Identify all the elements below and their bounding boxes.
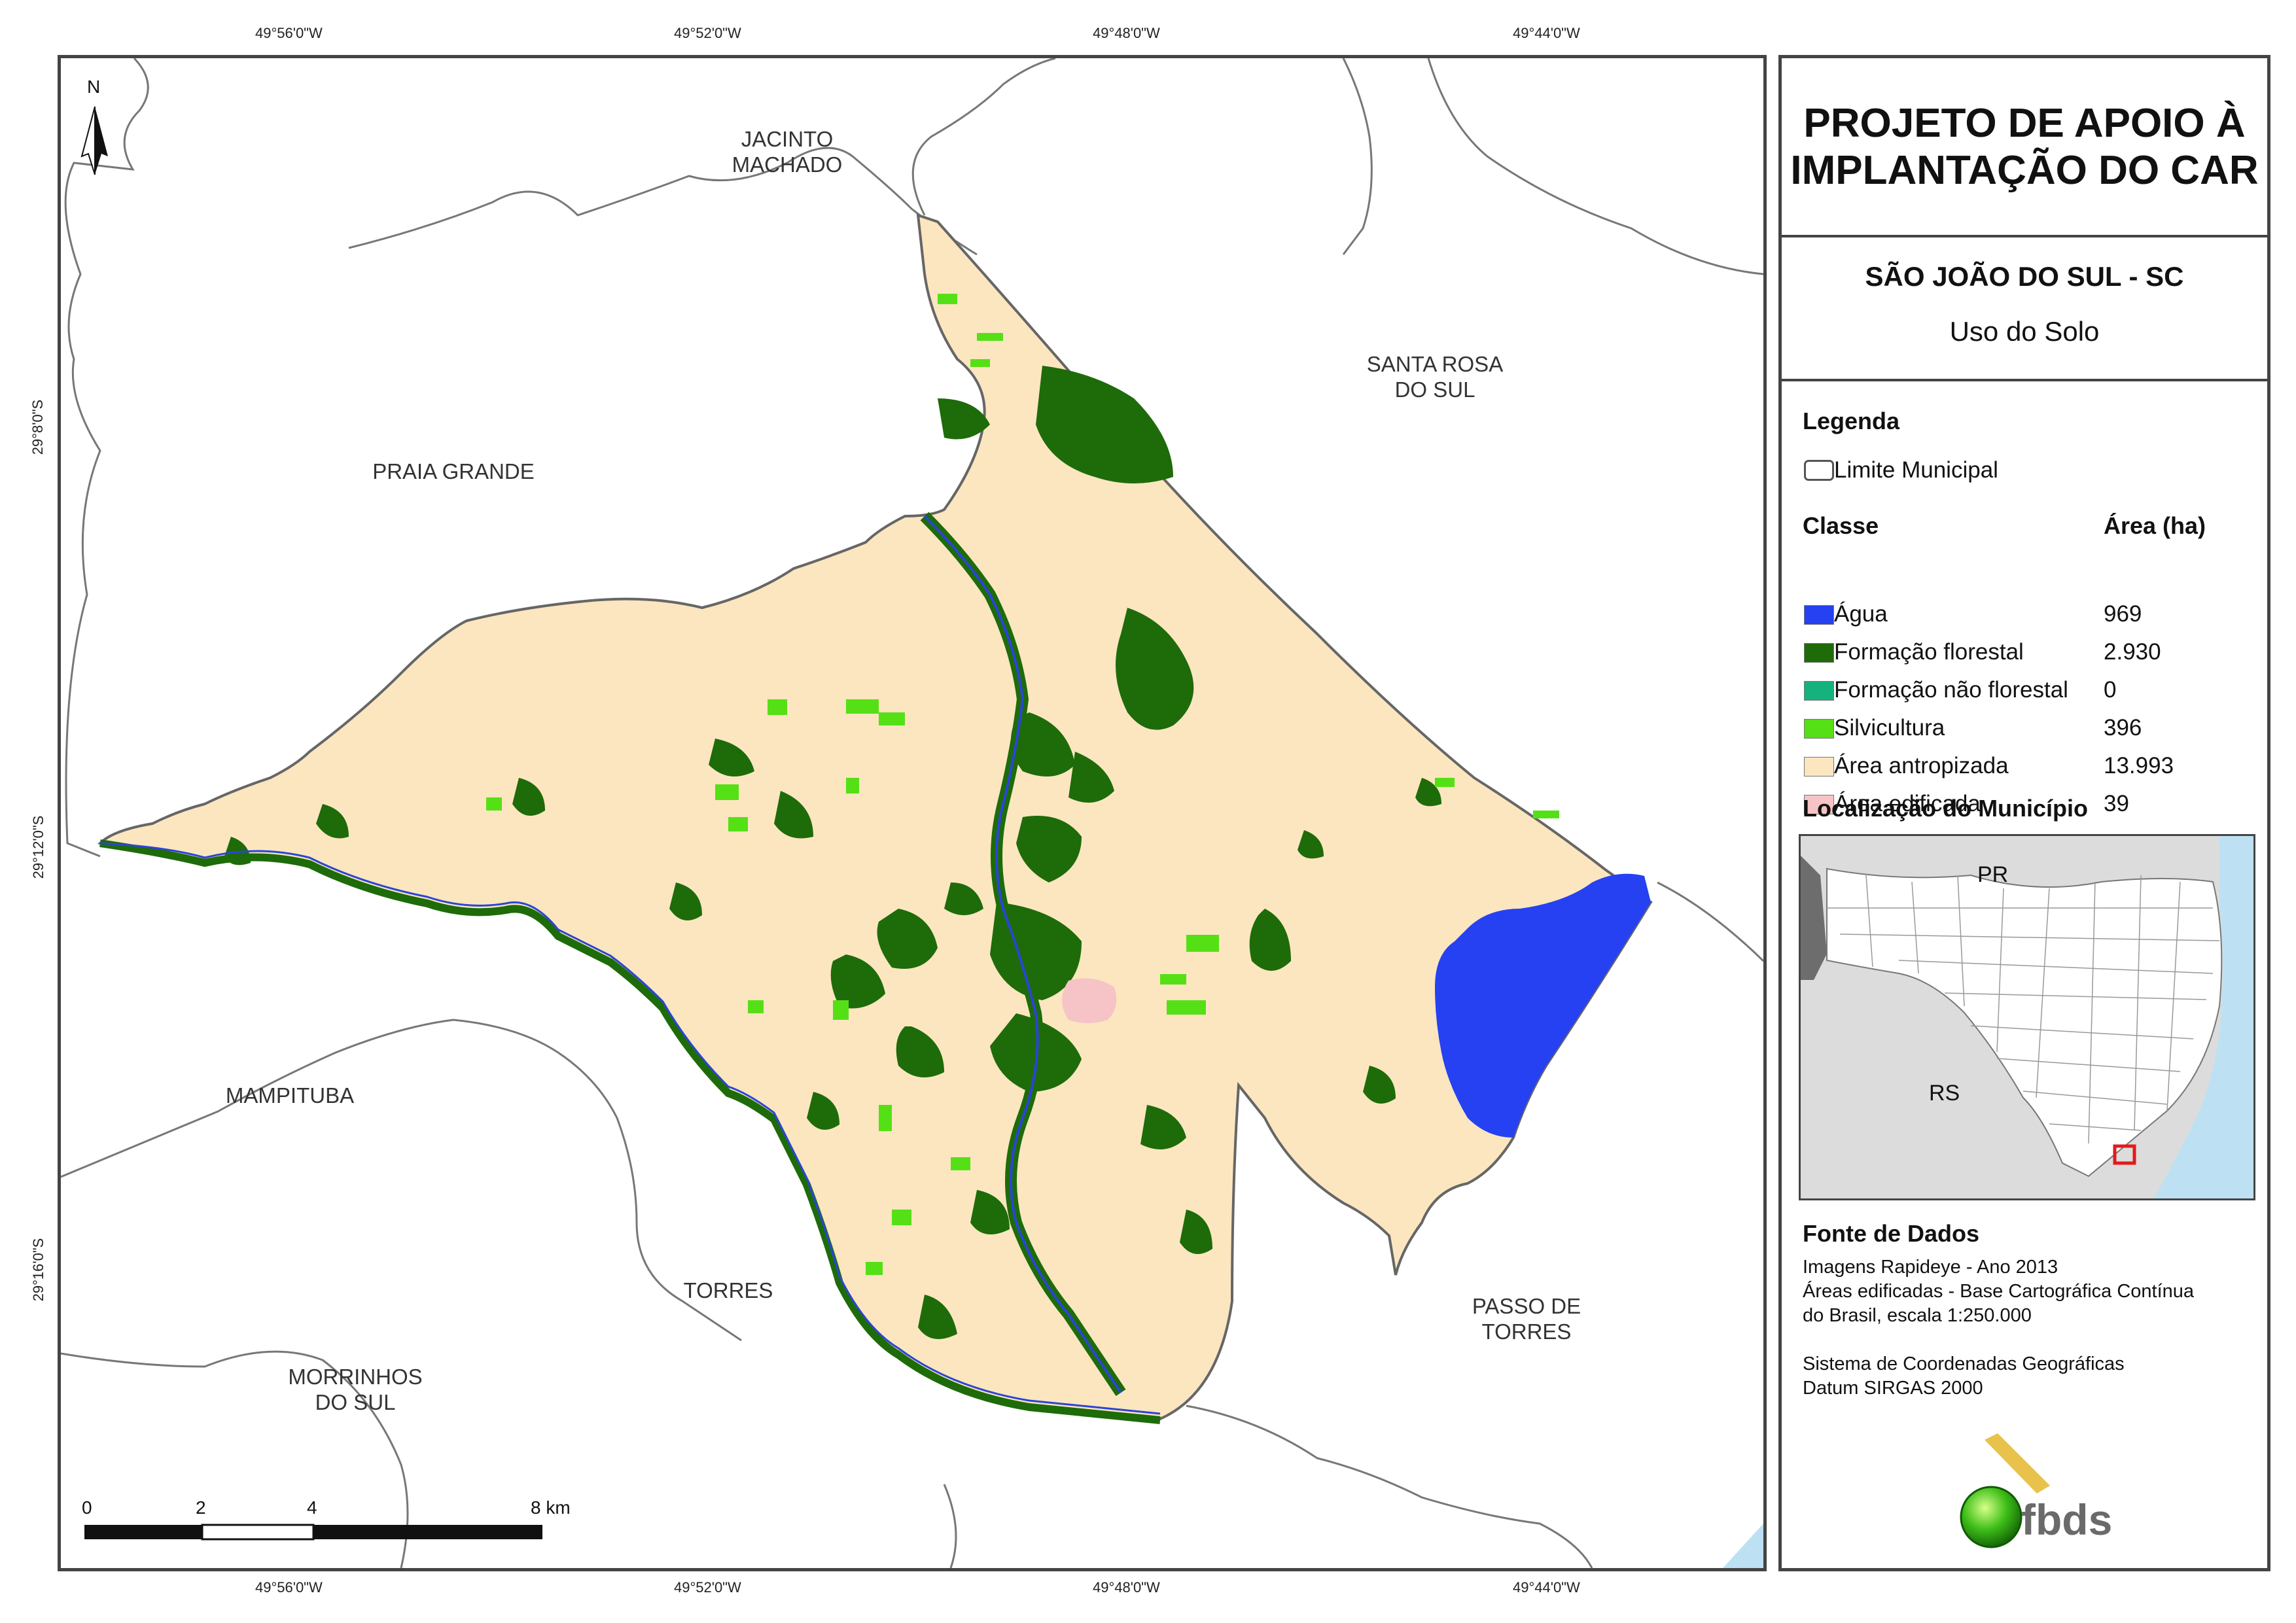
legend-class-label: Área antropizada: [1834, 753, 2009, 778]
lagoon: [1435, 873, 1651, 1138]
north-arrow-icon: [80, 106, 108, 175]
map-canvas[interactable]: [61, 58, 1763, 1568]
area-header: Área (ha): [2104, 512, 2206, 539]
fbds-logo-icon: [1960, 1433, 2050, 1548]
map-frame[interactable]: N JACINTO MACHADO SANTA ROSA DO SUL PRAI…: [58, 55, 1767, 1571]
scale-label-8km: 8 km: [531, 1497, 571, 1518]
riparian-forest: [99, 839, 1161, 1424]
coord-top-4: 49°44'0"W: [1513, 25, 1580, 41]
crs-line-2: Datum SIRGAS 2000: [1803, 1378, 1983, 1399]
legend-swatch-icon: [1804, 795, 1834, 814]
label-machado: MACHADO: [732, 152, 843, 177]
legend-title: Legenda: [1803, 408, 1900, 434]
crs-line-1: Sistema de Coordenadas Geográficas: [1803, 1353, 2125, 1374]
legend-class-label: Formação não florestal: [1834, 677, 2068, 703]
silviculture-patches: [486, 294, 1559, 1275]
legend-swatch-icon: [1804, 643, 1834, 663]
label-torres: TORRES: [683, 1278, 773, 1302]
source-line-1: Imagens Rapideye - Ano 2013: [1803, 1257, 2058, 1278]
coord-bottom-4: 49°44'0"W: [1513, 1579, 1580, 1596]
separator-1: [1782, 235, 2267, 237]
location-inset-map: PR RS: [1799, 834, 2255, 1200]
legend-class-label: Silvicultura: [1834, 715, 1945, 741]
inset-svg: [1801, 836, 2253, 1198]
coord-bottom-2: 49°52'0"W: [674, 1579, 741, 1596]
source-line-3: do Brasil, escala 1:250.000: [1803, 1305, 2032, 1326]
inner-river: [923, 515, 1122, 1394]
legend-class-area: 396: [2104, 715, 2142, 741]
coord-top-3: 49°48'0"W: [1093, 25, 1160, 41]
legend-class-area: 13.993: [2104, 753, 2174, 778]
forest-patches: [224, 366, 1441, 1339]
legend-class-area: 969: [2104, 601, 2142, 627]
legend-class-label: Área edificada: [1834, 791, 1981, 816]
label-santa-rosa: SANTA ROSA: [1366, 352, 1504, 376]
coord-left-2: 29°12'0"S: [30, 815, 46, 879]
scale-bar: [84, 1524, 542, 1541]
legend-class-label: Água: [1834, 601, 1888, 627]
coord-left-3: 29°16'0"S: [30, 1238, 46, 1302]
north-arrow-label: N: [87, 77, 101, 97]
scale-label-0: 0: [82, 1497, 92, 1518]
inset-label-rs: RS: [1929, 1081, 1960, 1106]
limit-label: Limite Municipal: [1834, 457, 1998, 483]
fbds-logo: fbds: [1939, 1433, 2122, 1551]
project-title-line2: IMPLANTAÇÃO DO CAR: [1790, 148, 2259, 193]
source-title: Fonte de Dados: [1803, 1220, 1980, 1247]
map-theme: Uso do Solo: [1949, 316, 2100, 347]
source-line-2: Áreas edificadas - Base Cartográfica Con…: [1803, 1281, 2195, 1302]
map-subtitle: SÃO JOÃO DO SUL - SC: [1865, 261, 2184, 292]
boundary-river: [99, 842, 1161, 1415]
legend-swatch-icon: [1804, 681, 1834, 701]
coord-bottom-3: 49°48'0"W: [1093, 1579, 1160, 1596]
legend-class-label: Formação florestal: [1834, 639, 2024, 665]
built-up-area: [1062, 978, 1117, 1023]
coord-top-2: 49°52'0"W: [674, 25, 741, 41]
coord-bottom-1: 49°56'0"W: [255, 1579, 323, 1596]
legend-swatch-icon: [1804, 757, 1834, 777]
label-passo-de: PASSO DE: [1472, 1294, 1581, 1318]
limit-swatch-icon: [1804, 460, 1834, 481]
label-santa-rosa-do-sul: DO SUL: [1394, 377, 1475, 402]
scale-label-2: 2: [196, 1497, 206, 1518]
legend-class-area: 39: [2104, 791, 2129, 816]
label-morrinhos-do-sul: DO SUL: [315, 1390, 396, 1414]
label-passo-de-torres: TORRES: [1481, 1319, 1572, 1344]
inset-state-sc: [1826, 867, 2223, 1178]
legend-swatch-icon: [1804, 719, 1834, 739]
fbds-logo-text: fbds: [2021, 1495, 2113, 1544]
inset-municipal-grid: [1827, 875, 2220, 1144]
inset-ocean: [2154, 836, 2253, 1198]
label-morrinhos: MORRINHOS: [288, 1365, 423, 1389]
legend-class-area: 2.930: [2104, 639, 2161, 665]
location-title: Localização do Município: [1803, 795, 2089, 822]
legend-swatch-icon: [1804, 605, 1834, 625]
legend-panel: PROJETO DE APOIO À IMPLANTAÇÃO DO CAR SÃ…: [1778, 55, 2270, 1571]
inset-label-pr: PR: [1977, 862, 2009, 887]
scale-label-4: 4: [307, 1497, 317, 1518]
label-mampituba: MAMPITUBA: [225, 1083, 355, 1108]
inset-location-marker-icon: [2113, 1144, 2136, 1165]
coord-top-1: 49°56'0"W: [255, 25, 323, 41]
project-title: PROJETO DE APOIO À IMPLANTAÇÃO DO CAR: [1782, 100, 2267, 194]
label-jacinto: JACINTO: [741, 127, 834, 151]
sea-corner: [1723, 1524, 1763, 1568]
label-praia-grande: PRAIA GRANDE: [372, 459, 535, 483]
legend-class-area: 0: [2104, 677, 2117, 703]
class-header: Classe: [1803, 512, 1879, 539]
inset-neighbour-state: [1801, 856, 1827, 980]
municipal-boundaries: [61, 58, 1763, 1568]
coord-left-1: 29°8'0"S: [29, 399, 46, 455]
project-title-line1: PROJETO DE APOIO À: [1803, 101, 2246, 146]
separator-2: [1782, 379, 2267, 381]
